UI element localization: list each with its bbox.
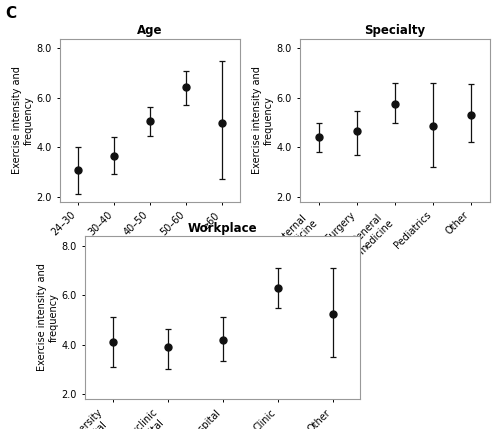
- Text: C: C: [5, 6, 16, 21]
- Y-axis label: Exercise intensity and
frequency: Exercise intensity and frequency: [12, 66, 34, 174]
- Title: Workplace: Workplace: [188, 222, 258, 235]
- Title: Specialty: Specialty: [364, 24, 426, 37]
- Y-axis label: Exercise intensity and
frequency: Exercise intensity and frequency: [37, 263, 58, 372]
- Title: Age: Age: [137, 24, 163, 37]
- Y-axis label: Exercise intensity and
frequency: Exercise intensity and frequency: [252, 66, 274, 174]
